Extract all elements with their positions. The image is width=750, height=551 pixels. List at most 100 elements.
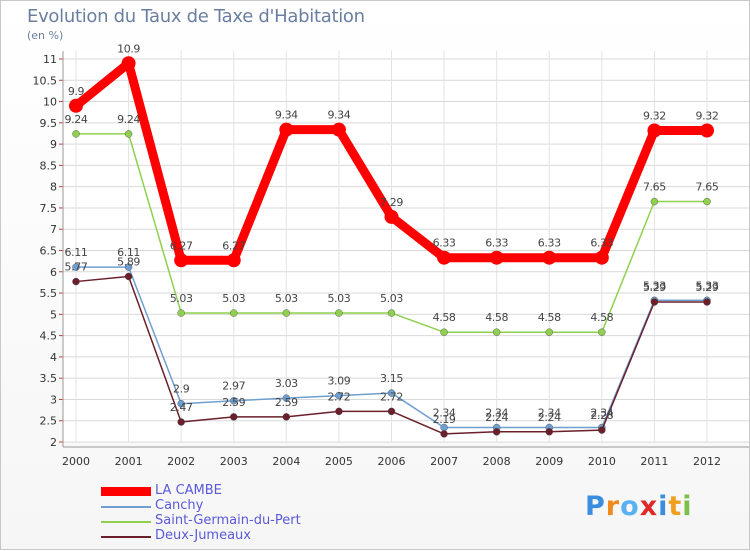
data-label-deux-jumeaux: 2.19 — [433, 413, 456, 426]
x-tick-label: 2012 — [693, 455, 721, 468]
data-label-deux-jumeaux: 5.89 — [117, 255, 140, 268]
y-tick-label: 9 — [50, 138, 57, 151]
chart-title: Evolution du Taux de Taxe d'Habitation — [27, 6, 365, 27]
data-label-la-cambe: 7.29 — [380, 196, 403, 209]
data-label-canchy: 5.33 — [696, 279, 719, 292]
data-label-la-cambe: 9.32 — [643, 109, 666, 122]
data-point-canchy — [335, 391, 343, 400]
logo-letter: o — [620, 491, 640, 522]
legend-label-deux-jumeaux: Deux-Jumeaux — [155, 528, 251, 543]
data-label-canchy: 3.15 — [380, 372, 403, 385]
data-label-saint-germain-du-pert: 5.03 — [170, 292, 193, 305]
legend-swatch-la-cambe — [101, 487, 151, 496]
data-label-saint-germain-du-pert: 4.58 — [433, 311, 456, 324]
data-point-deux-jumeaux — [387, 407, 396, 416]
legend-label-la-cambe: LA CAMBE — [155, 483, 222, 498]
data-point-saint-germain-du-pert — [72, 130, 80, 138]
data-label-la-cambe: 10.9 — [117, 42, 140, 55]
data-point-deux-jumeaux — [598, 426, 606, 434]
data-label-canchy: 2.97 — [222, 380, 245, 393]
data-point-saint-germain-du-pert — [650, 197, 659, 206]
data-point-la-cambe — [384, 209, 399, 224]
data-label-canchy: 2.34 — [433, 407, 456, 420]
data-point-deux-jumeaux — [545, 428, 553, 436]
logo-letter: r — [605, 491, 621, 522]
data-label-deux-jumeaux: 2.72 — [327, 390, 350, 403]
data-point-canchy — [124, 263, 133, 271]
data-point-saint-germain-du-pert — [230, 309, 238, 317]
data-point-la-cambe — [331, 122, 346, 137]
data-point-saint-germain-du-pert — [703, 197, 711, 206]
legend-swatch-canchy — [101, 506, 151, 508]
y-tick-label: 8 — [50, 181, 57, 194]
x-tick-label: 2011 — [640, 455, 668, 468]
data-point-deux-jumeaux — [440, 430, 448, 438]
y-tick-label: 8.5 — [40, 159, 58, 172]
data-point-deux-jumeaux — [335, 407, 343, 416]
x-tick-label: 2003 — [220, 455, 248, 468]
logo-letter: P — [585, 491, 606, 522]
data-label-saint-germain-du-pert: 9.24 — [65, 113, 88, 126]
data-point-deux-jumeaux — [492, 428, 501, 436]
logo-letter: x — [639, 491, 659, 522]
data-label-saint-germain-du-pert: 4.58 — [590, 311, 613, 324]
data-label-la-cambe: 6.27 — [170, 239, 193, 252]
data-label-la-cambe: 6.33 — [590, 237, 613, 250]
data-label-canchy: 2.34 — [590, 407, 613, 420]
data-point-saint-germain-du-pert — [282, 309, 291, 317]
data-point-canchy — [282, 394, 291, 402]
x-tick-label: 2006 — [378, 455, 406, 468]
data-point-deux-jumeaux — [282, 413, 291, 421]
data-label-la-cambe: 9.34 — [327, 109, 350, 122]
x-tick-label: 2007 — [430, 455, 458, 468]
data-label-la-cambe: 6.33 — [538, 237, 561, 250]
data-point-saint-germain-du-pert — [598, 328, 606, 336]
x-tick-label: 2009 — [535, 455, 563, 468]
data-label-saint-germain-du-pert: 4.58 — [485, 311, 508, 324]
logo-letter: i — [658, 491, 669, 522]
y-tick-label: 6.5 — [40, 245, 58, 258]
data-point-canchy — [72, 263, 80, 271]
y-tick-label: 5.5 — [40, 287, 58, 300]
data-label-la-cambe: 9.34 — [275, 109, 298, 122]
data-point-saint-germain-du-pert — [177, 309, 185, 317]
x-tick-label: 2002 — [167, 455, 195, 468]
data-label-canchy: 6.11 — [65, 246, 88, 259]
data-point-deux-jumeaux — [124, 272, 133, 281]
data-point-saint-germain-du-pert — [440, 328, 448, 336]
x-tick-label: 2005 — [325, 455, 353, 468]
data-point-saint-germain-du-pert — [387, 309, 396, 317]
logo-letter: i — [682, 491, 693, 522]
data-point-la-cambe — [647, 123, 662, 138]
data-point-saint-germain-du-pert — [492, 328, 501, 336]
data-label-la-cambe: 9.9 — [68, 85, 85, 98]
y-tick-label: 9.5 — [40, 117, 58, 130]
legend-swatch-saint-germain-du-pert — [101, 521, 151, 523]
data-label-la-cambe: 6.33 — [433, 237, 456, 250]
data-label-saint-germain-du-pert: 5.03 — [222, 292, 245, 305]
y-tick-label: 10 — [43, 96, 57, 109]
legend-swatch-deux-jumeaux — [101, 536, 151, 538]
data-label-deux-jumeaux: 2.24 — [538, 411, 561, 424]
data-label-saint-germain-du-pert: 5.03 — [380, 292, 403, 305]
data-point-la-cambe — [279, 122, 294, 137]
data-point-la-cambe — [489, 250, 504, 265]
data-label-deux-jumeaux: 5.29 — [643, 281, 666, 294]
data-point-la-cambe — [700, 123, 714, 138]
data-point-deux-jumeaux — [650, 298, 659, 306]
data-point-la-cambe — [437, 250, 452, 265]
data-point-deux-jumeaux — [703, 298, 711, 306]
y-tick-label: 10.5 — [33, 74, 58, 87]
data-label-deux-jumeaux: 2.72 — [380, 390, 403, 403]
y-tick-label: 4 — [50, 351, 57, 364]
data-label-deux-jumeaux: 2.47 — [170, 401, 193, 414]
data-point-saint-germain-du-pert — [335, 309, 343, 317]
y-tick-label: 11 — [43, 53, 57, 66]
y-tick-label: 4.5 — [40, 330, 58, 343]
data-label-canchy: 2.9 — [173, 383, 190, 396]
data-label-la-cambe: 9.32 — [696, 109, 719, 122]
data-label-saint-germain-du-pert: 9.24 — [117, 113, 140, 126]
y-tick-label: 5 — [50, 308, 57, 321]
y-tick-label: 7.5 — [40, 202, 58, 215]
